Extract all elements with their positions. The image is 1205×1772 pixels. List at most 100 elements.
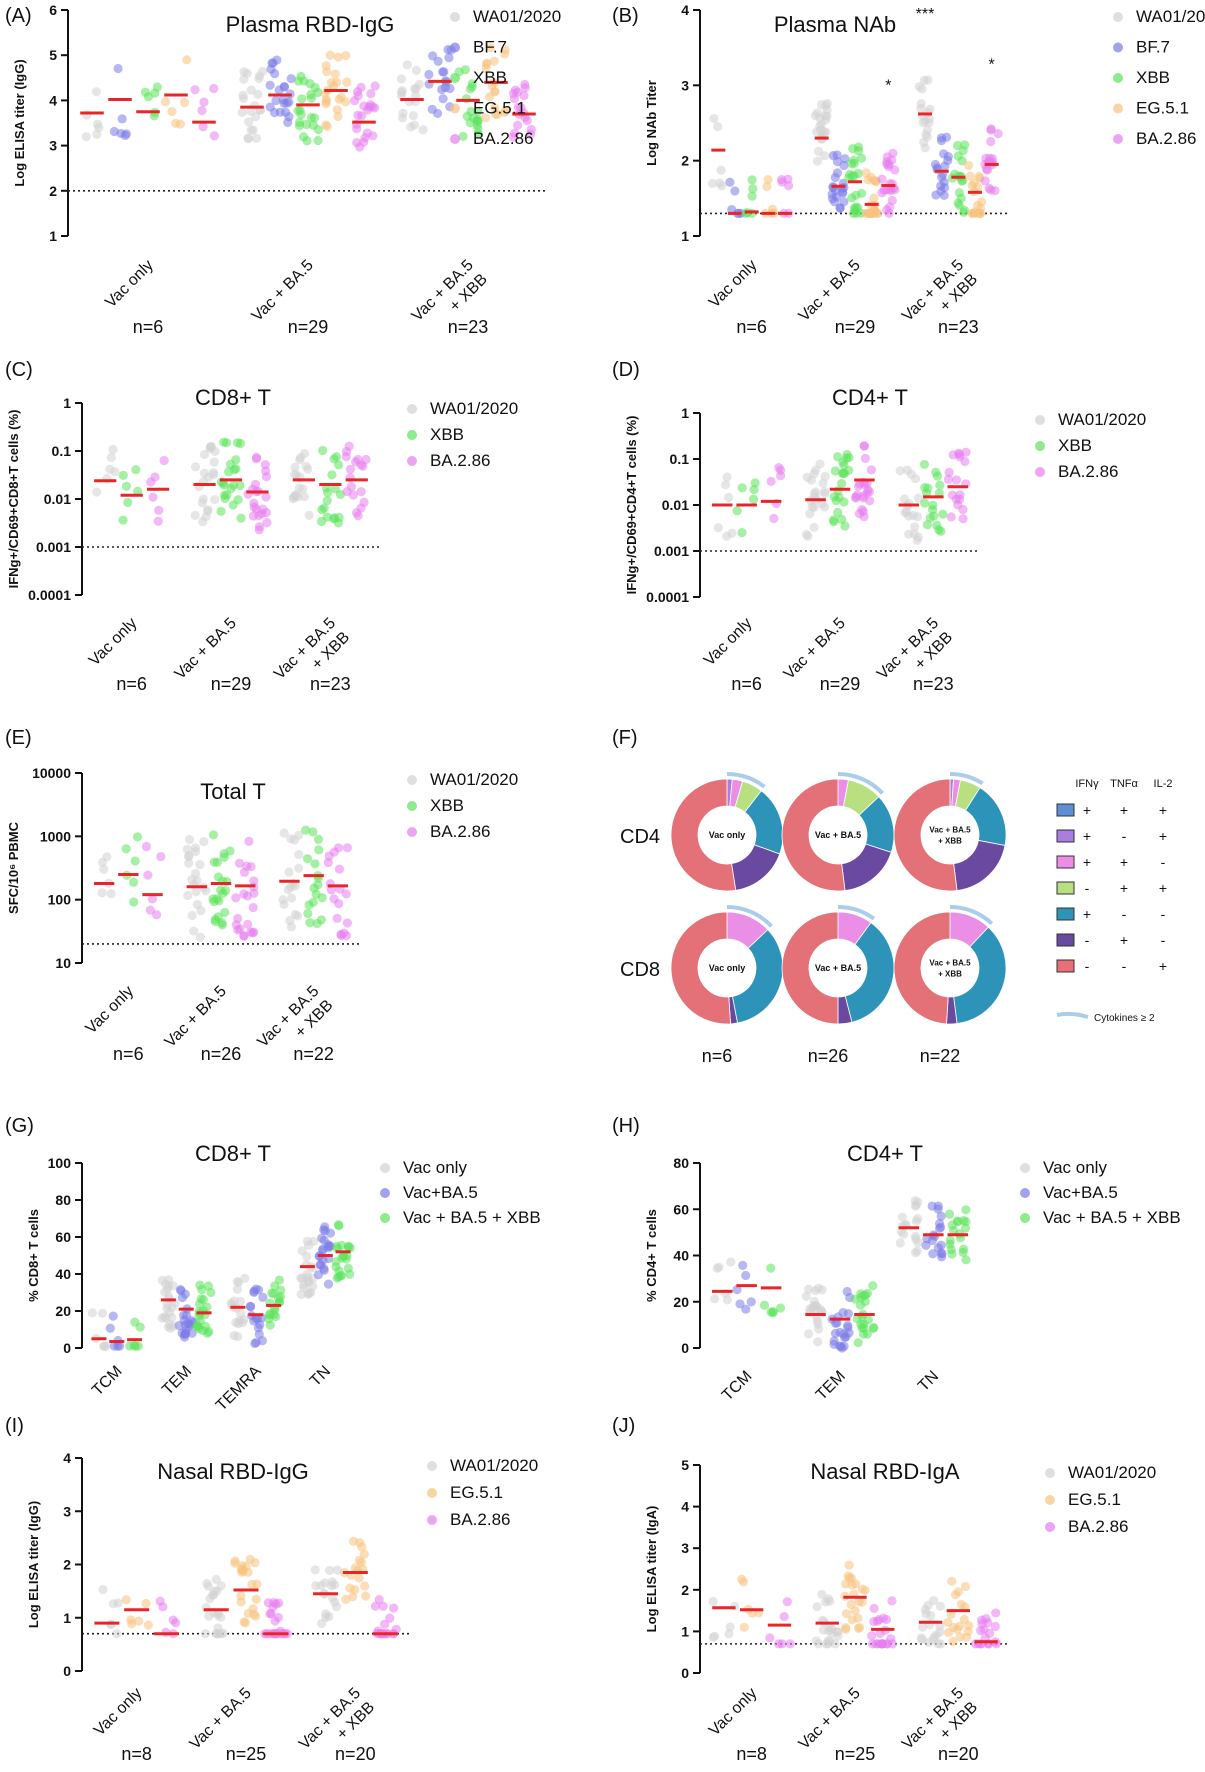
legend-swatch: [1056, 829, 1075, 843]
data-point: [857, 505, 867, 515]
legend-swatch: [450, 134, 460, 144]
chart-title: CD4+ T: [847, 1141, 923, 1166]
data-point: [960, 1581, 971, 1592]
data-point: [217, 918, 227, 928]
data-point: [835, 203, 845, 213]
legend-header: IFNγ: [1075, 778, 1099, 790]
data-point: [220, 493, 230, 504]
data-point: [118, 515, 128, 525]
data-point: [325, 1228, 336, 1238]
data-point: [267, 1288, 277, 1298]
data-point: [360, 1581, 370, 1591]
data-point: [958, 514, 968, 524]
data-point: [334, 864, 345, 874]
data-point: [820, 111, 830, 121]
group-n-label: n=23: [310, 674, 351, 694]
data-point: [973, 182, 983, 192]
data-point: [333, 111, 343, 122]
y-tick-label: 2: [681, 153, 689, 169]
data-point: [960, 1223, 971, 1233]
group-n-label: n=22: [293, 1044, 334, 1064]
y-tick-label: 0.01: [662, 497, 689, 513]
data-point: [830, 466, 840, 476]
donut-center-label: Vac only: [709, 963, 746, 973]
data-point: [520, 79, 530, 90]
data-point: [321, 1612, 331, 1623]
data-point: [748, 494, 759, 504]
data-point: [916, 99, 926, 109]
donut-slice: [841, 843, 892, 892]
legend-sign: -: [1161, 854, 1166, 870]
data-point: [833, 507, 843, 518]
data-point: [262, 518, 272, 528]
group-n-label: n=20: [938, 1744, 979, 1764]
data-point: [118, 470, 128, 480]
data-point: [866, 172, 876, 182]
data-point: [229, 1330, 239, 1341]
data-point: [261, 492, 271, 502]
data-point: [109, 1341, 119, 1351]
data-point: [246, 85, 256, 95]
data-point: [240, 1273, 250, 1283]
y-tick-label: 1: [63, 1610, 71, 1626]
data-point: [840, 521, 850, 531]
panel-label: (H): [612, 1115, 640, 1137]
chart-title: Total T: [200, 779, 266, 804]
data-point: [224, 467, 234, 477]
data-point: [310, 859, 320, 869]
row-label: CD4: [620, 826, 660, 848]
data-point: [859, 1319, 869, 1329]
data-point: [312, 918, 322, 929]
data-point: [747, 175, 757, 185]
legend-label: BA.2.86: [430, 822, 491, 841]
donut-slice: [893, 911, 951, 1025]
polyfunctional-arc: [837, 905, 876, 921]
data-point: [280, 107, 291, 117]
data-point: [367, 102, 378, 112]
data-point: [130, 1317, 140, 1327]
data-point: [952, 1624, 962, 1635]
y-tick-label: 100: [48, 892, 72, 908]
data-point: [774, 1639, 784, 1649]
data-point: [812, 156, 823, 166]
data-point: [817, 1589, 827, 1599]
data-point: [266, 1608, 276, 1618]
data-point: [960, 140, 970, 150]
data-point: [724, 1629, 734, 1639]
data-point: [233, 495, 243, 505]
data-point: [290, 462, 300, 472]
data-point: [274, 1293, 284, 1303]
legend-sign: +: [1083, 802, 1091, 818]
data-point: [920, 482, 930, 493]
data-point: [250, 1338, 260, 1349]
data-point: [397, 86, 407, 96]
legend-label: Vac + BA.5 + XBB: [1043, 1208, 1181, 1227]
data-point: [811, 127, 822, 137]
data-point: [239, 1315, 249, 1325]
data-point: [943, 1617, 953, 1627]
data-point: [766, 476, 776, 487]
data-point: [251, 133, 262, 143]
y-tick-label: 0.01: [44, 491, 71, 507]
data-point: [106, 889, 116, 899]
donut-cd8-0: Vac only: [670, 905, 784, 1025]
data-point: [732, 506, 742, 516]
data-point: [433, 108, 443, 119]
data-point: [853, 481, 864, 491]
data-point: [239, 867, 249, 877]
data-point: [190, 462, 201, 472]
data-point: [922, 125, 933, 135]
data-point: [164, 1275, 174, 1285]
data-point: [833, 486, 843, 496]
data-point: [830, 172, 840, 183]
data-point: [238, 1565, 248, 1575]
legend-header: IL-2: [1154, 778, 1173, 790]
panel-label: (E): [5, 727, 32, 749]
y-axis-label: Log ELISA titer (IgG): [26, 1501, 41, 1628]
group-n-label: n=29: [211, 674, 252, 694]
data-point: [254, 73, 264, 84]
data-point: [927, 1201, 937, 1211]
data-point: [101, 1341, 111, 1351]
data-point: [831, 495, 841, 506]
